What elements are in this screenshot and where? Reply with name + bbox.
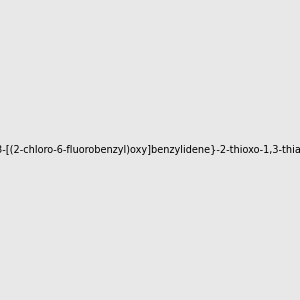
- Text: 3-benzyl-5-{3-[(2-chloro-6-fluorobenzyl)oxy]benzylidene}-2-thioxo-1,3-thiazolidi: 3-benzyl-5-{3-[(2-chloro-6-fluorobenzyl)…: [0, 145, 300, 155]
